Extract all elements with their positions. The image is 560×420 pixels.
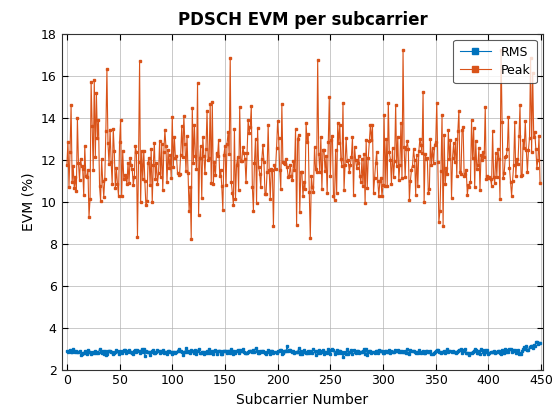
RMS bbox=[407, 347, 414, 352]
RMS bbox=[534, 340, 540, 345]
RMS bbox=[143, 348, 150, 353]
Peak bbox=[116, 140, 123, 145]
Peak bbox=[331, 197, 338, 202]
Legend: RMS, Peak: RMS, Peak bbox=[454, 40, 537, 83]
RMS bbox=[517, 352, 524, 357]
RMS bbox=[339, 354, 346, 359]
RMS bbox=[330, 348, 337, 353]
X-axis label: Subcarrier Number: Subcarrier Number bbox=[236, 393, 368, 407]
Peak bbox=[143, 203, 150, 208]
RMS bbox=[63, 349, 70, 354]
RMS bbox=[116, 349, 123, 354]
Title: PDSCH EVM per subcarrier: PDSCH EVM per subcarrier bbox=[178, 11, 427, 29]
Peak bbox=[400, 48, 407, 53]
RMS bbox=[530, 342, 537, 347]
Peak bbox=[63, 163, 70, 168]
Peak bbox=[519, 173, 525, 178]
Peak bbox=[188, 236, 194, 241]
Peak bbox=[536, 180, 543, 185]
Line: Peak: Peak bbox=[66, 49, 542, 240]
RMS bbox=[536, 340, 543, 345]
Y-axis label: EVM (%): EVM (%) bbox=[21, 172, 35, 231]
Peak bbox=[408, 167, 415, 172]
Line: RMS: RMS bbox=[66, 341, 542, 358]
Peak bbox=[531, 129, 538, 134]
